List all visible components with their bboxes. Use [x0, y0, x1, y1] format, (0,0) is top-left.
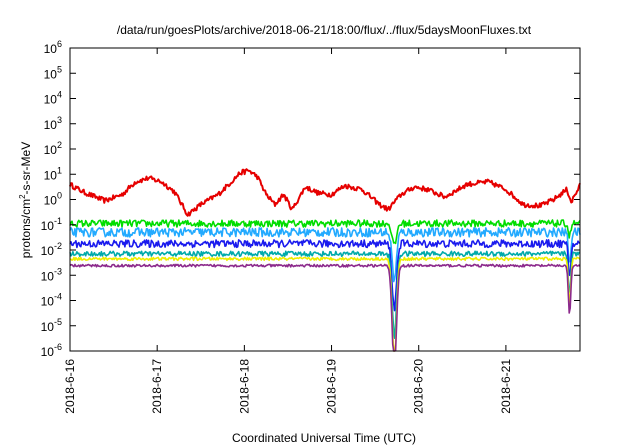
x-tick-label: 2018-6-21	[499, 359, 513, 414]
chart-title: /data/run/goesPlots/archive/2018-06-21/1…	[117, 23, 532, 37]
x-tick-label: 2018-6-19	[325, 359, 339, 414]
plot-frame	[69, 47, 581, 352]
y-tick-label: 10-1	[41, 216, 62, 233]
series-line-5	[69, 256, 581, 352]
y-tick-label: 103	[44, 115, 62, 132]
y-tick-label: 105	[44, 64, 62, 81]
series-line-4	[69, 250, 581, 340]
y-tick-label: 102	[44, 140, 62, 157]
y-tick-label: 106	[44, 39, 62, 56]
y-tick-label: 10-3	[41, 266, 62, 283]
series-line-1	[69, 219, 581, 245]
y-tick-label: 10-2	[41, 241, 62, 258]
x-tick-label: 2018-6-20	[412, 359, 426, 414]
y-tick-label: 10-4	[41, 292, 62, 309]
y-tick-label: 100	[44, 191, 62, 208]
x-tick-label: 2018-6-16	[63, 359, 77, 414]
y-axis: 10-6 10-5 10-4 10-3 10-2 10-1 100 101 102 103 104 1…	[41, 39, 580, 359]
y-axis-label-exponent: 2	[18, 194, 27, 199]
y-tick-label: 10-6	[41, 342, 62, 359]
x-tick-label: 2018-6-18	[237, 359, 251, 414]
y-tick-label: 101	[44, 165, 62, 182]
series-group	[69, 168, 581, 352]
y-axis-label-rest: -s-sr-MeV	[19, 142, 33, 195]
series-line-2	[69, 227, 581, 283]
series-line-0	[69, 168, 581, 217]
y-axis-label: protons/cm2-s-sr-MeV	[18, 142, 33, 258]
y-tick-label: 104	[44, 90, 62, 107]
x-axis: 2018-6-16 2018-6-17 2018-6-18 2018-6-19 2018…	[63, 48, 513, 414]
series-line-3	[69, 239, 581, 312]
x-axis-label: Coordinated Universal Time (UTC)	[232, 431, 416, 445]
y-tick-label: 10-5	[41, 317, 62, 334]
y-axis-label-unit: protons/cm	[19, 199, 33, 258]
x-tick-label: 2018-6-17	[150, 359, 164, 414]
series-line-6	[69, 263, 581, 352]
